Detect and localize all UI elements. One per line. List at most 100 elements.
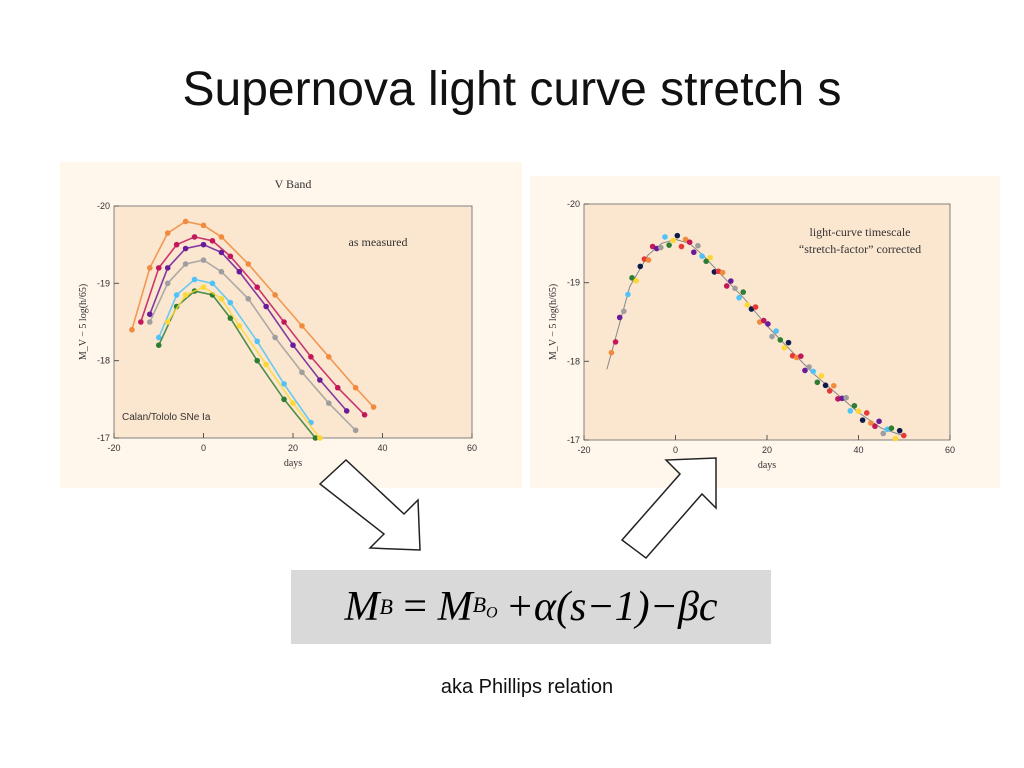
data-point: [155, 334, 162, 341]
data-point: [352, 427, 359, 434]
data-point: [317, 377, 323, 383]
data-point: [658, 244, 664, 251]
data-point: [736, 294, 742, 301]
data-point: [863, 410, 870, 416]
data-point: [227, 315, 234, 321]
data-point: [695, 242, 701, 249]
chart-as-measured: -20 0 20 40 60 -20 -19 -18 -17 days M_V − 5 log(h/…: [60, 162, 522, 488]
x-tick-label: 20: [762, 445, 772, 455]
y-tick-label: -20: [97, 201, 110, 211]
data-point: [769, 333, 775, 340]
data-point: [826, 388, 833, 394]
slide-title: Supernova light curve stretch s: [182, 63, 842, 116]
data-point: [147, 311, 153, 318]
data-point: [732, 285, 738, 292]
data-point: [227, 253, 234, 260]
chart-title: V Band: [275, 177, 312, 191]
data-point: [608, 349, 615, 356]
data-point: [164, 230, 171, 236]
data-point: [798, 353, 804, 359]
x-tick-label: 60: [467, 443, 477, 453]
data-point: [880, 430, 887, 437]
arrow-up-right-icon: [620, 457, 717, 560]
data-point: [182, 292, 189, 298]
data-point: [138, 319, 144, 325]
annotation-calan-tololo: Calan/Tololo SNe Ia: [122, 412, 211, 423]
chart-stretch-corrected: -20 0 20 40 60 -20 -19 -18 -17 days M_V − 5 log(h/…: [530, 176, 1000, 488]
data-point: [317, 435, 323, 441]
annotation-stretch-corrected: “stretch-factor” corrected: [799, 242, 921, 256]
x-tick-label: 60: [945, 445, 955, 455]
x-tick-label: 0: [673, 445, 678, 455]
data-point: [892, 435, 899, 442]
data-point: [843, 394, 849, 401]
data-point: [612, 339, 619, 345]
data-point: [830, 382, 837, 389]
data-point: [281, 396, 287, 403]
data-point: [200, 257, 207, 263]
data-point: [272, 334, 278, 341]
data-point: [173, 241, 180, 248]
data-point: [637, 263, 644, 270]
data-point: [263, 361, 269, 368]
data-point: [343, 408, 350, 414]
data-point: [200, 222, 207, 229]
data-point: [896, 427, 903, 434]
data-point: [728, 278, 734, 284]
data-point: [629, 275, 635, 281]
data-point: [744, 302, 751, 308]
data-point: [191, 234, 198, 240]
data-point: [699, 253, 705, 259]
data-point: [773, 328, 779, 334]
data-point: [633, 277, 639, 284]
data-point: [719, 269, 726, 276]
data-point: [802, 367, 808, 374]
y-tick-label: -17: [567, 435, 580, 445]
data-point: [334, 384, 341, 391]
formula-lhs: M: [344, 584, 380, 630]
data-point: [326, 400, 332, 406]
series-line: [158, 278, 312, 423]
data-point: [155, 265, 162, 271]
light-curve-series: [164, 284, 323, 441]
data-point: [173, 292, 180, 298]
x-tick-label: -20: [577, 445, 590, 455]
data-point: [281, 381, 287, 387]
y-tick-label: -19: [567, 278, 580, 288]
data-point: [182, 245, 189, 252]
y-tick-label: -20: [567, 199, 580, 209]
y-tick-label: -18: [97, 356, 110, 366]
data-point: [200, 284, 207, 290]
data-point: [245, 296, 252, 302]
light-curve-series: [155, 276, 314, 426]
data-point: [272, 292, 278, 298]
data-point: [191, 276, 198, 283]
data-point: [147, 265, 153, 271]
data-point: [312, 435, 319, 441]
data-point: [254, 357, 260, 364]
data-point: [670, 237, 677, 244]
data-point: [752, 304, 759, 310]
data-point: [155, 342, 162, 348]
formula-rhs-m: M: [437, 584, 473, 630]
data-point: [290, 342, 296, 348]
data-point: [818, 373, 825, 379]
data-point: [218, 249, 225, 256]
annotation-as-measured: as measured: [349, 235, 408, 249]
x-tick-label: 0: [201, 443, 206, 453]
data-point: [209, 238, 216, 244]
data-point: [299, 369, 305, 376]
data-point: [674, 232, 681, 239]
data-point: [822, 382, 829, 389]
data-point: [814, 379, 821, 386]
series-line: [149, 243, 348, 412]
x-axis-label: days: [758, 460, 776, 471]
data-point: [703, 258, 709, 265]
data-point: [868, 420, 874, 426]
data-point: [245, 261, 252, 267]
data-point: [200, 241, 207, 248]
x-tick-label: 40: [377, 443, 387, 453]
data-point: [254, 284, 260, 290]
data-point: [254, 338, 260, 345]
